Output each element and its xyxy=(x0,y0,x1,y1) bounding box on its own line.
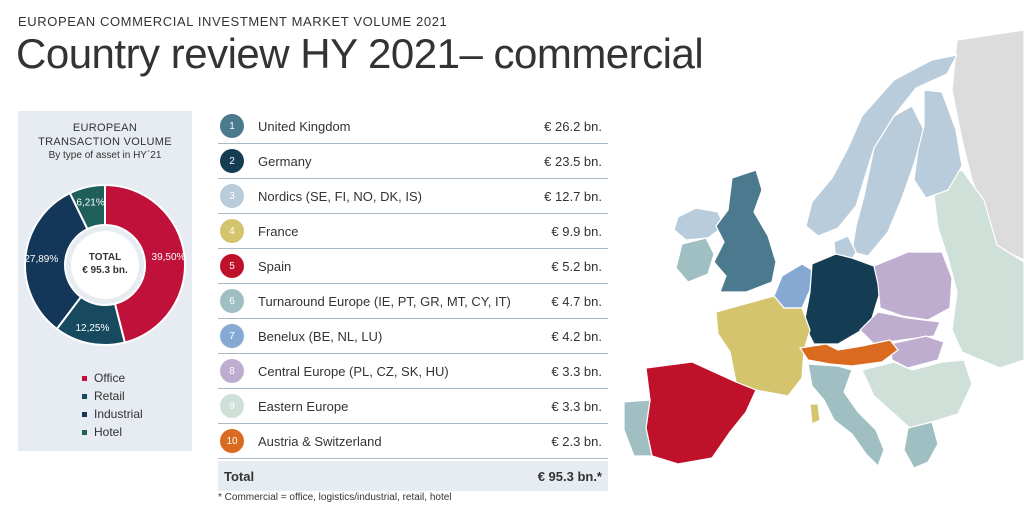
map-region-benelux xyxy=(773,263,813,309)
map-region-portugal xyxy=(623,399,653,457)
donut-data-label: 27,89% xyxy=(24,254,58,265)
rank-badge: 2 xyxy=(220,149,244,173)
rank-badge: 9 xyxy=(220,394,244,418)
donut-hole xyxy=(71,231,139,299)
total-label: Total xyxy=(224,468,255,484)
table-row: 1 United Kingdom € 26.2 bn. xyxy=(218,109,608,144)
map-region-baltics-east xyxy=(931,169,1024,369)
table-row: 3 Nordics (SE, FI, NO, DK, IS) € 12.7 bn. xyxy=(218,179,608,214)
rank-badge: 3 xyxy=(220,184,244,208)
total-row: Total € 95.3 bn.* xyxy=(218,461,608,491)
donut-center-value: € 95.3 bn. xyxy=(82,265,128,276)
legend-swatch xyxy=(82,429,87,435)
footnote: * Commercial = office, logistics/industr… xyxy=(218,492,452,503)
donut-data-label: 6,21% xyxy=(76,198,104,209)
table-row: 6 Turnaround Europe (IE, PT, GR, MT, CY, … xyxy=(218,284,608,319)
country-name: Turnaround Europe (IE, PT, GR, MT, CY, I… xyxy=(258,293,511,309)
legend-label: Hotel xyxy=(94,425,123,439)
total-value: € 95.3 bn.* xyxy=(537,468,602,484)
legend-swatch xyxy=(82,393,87,399)
donut-data-label: 39,50% xyxy=(152,252,186,263)
country-name: France xyxy=(258,223,299,239)
donut-slice-industrial xyxy=(24,191,89,331)
country-name: Nordics (SE, FI, NO, DK, IS) xyxy=(258,188,422,204)
donut-legend: Office Retail Industrial Hotel xyxy=(82,369,143,441)
legend-item: Retail xyxy=(82,387,143,405)
table-row: 10 Austria & Switzerland € 2.3 bn. xyxy=(218,424,608,459)
map-region-balkans xyxy=(861,359,973,431)
page-title: Country review HY 2021– commercial xyxy=(16,30,704,77)
rank-badge: 7 xyxy=(220,324,244,348)
legend-swatch xyxy=(82,411,87,417)
country-name: United Kingdom xyxy=(258,118,351,134)
country-name: Central Europe (PL, CZ, SK, HU) xyxy=(258,363,449,379)
table-row: 4 France € 9.9 bn. xyxy=(218,214,608,249)
rank-badge: 8 xyxy=(220,359,244,383)
map-region-sardinia xyxy=(809,403,821,425)
donut-data-label: 12,25% xyxy=(75,323,109,334)
map-region-france xyxy=(715,295,811,397)
legend-label: Industrial xyxy=(94,407,143,421)
country-value: € 12.7 bn. xyxy=(544,188,602,204)
map-region-italy xyxy=(807,363,885,468)
table-row: 7 Benelux (BE, NL, LU) € 4.2 bn. xyxy=(218,319,608,354)
map-region-norway xyxy=(805,54,959,237)
country-value: € 9.9 bn. xyxy=(551,223,602,239)
rank-badge: 10 xyxy=(220,429,244,453)
legend-swatch xyxy=(82,375,87,381)
country-value: € 2.3 bn. xyxy=(551,433,602,449)
overline-title: EUROPEAN COMMERCIAL INVESTMENT MARKET VO… xyxy=(18,14,448,29)
rank-badge: 6 xyxy=(220,289,244,313)
map-region-austria-switzerland xyxy=(798,339,899,367)
table-row: 2 Germany € 23.5 bn. xyxy=(218,144,608,179)
country-value: € 26.2 bn. xyxy=(544,118,602,134)
legend-item: Hotel xyxy=(82,423,143,441)
country-value: € 23.5 bn. xyxy=(544,153,602,169)
rank-badge: 5 xyxy=(220,254,244,278)
map-region-sweden xyxy=(851,105,925,257)
europe-map xyxy=(623,30,1024,469)
donut-slice-office xyxy=(104,183,186,344)
legend-label: Office xyxy=(94,371,126,385)
country-value: € 4.2 bn. xyxy=(551,328,602,344)
donut-card: EUROPEAN TRANSACTION VOLUME By type of a… xyxy=(18,111,192,451)
map-region-iceland xyxy=(673,207,725,241)
map-region-hungary xyxy=(889,335,945,369)
country-name: Spain xyxy=(258,258,292,274)
rank-badge: 1 xyxy=(220,114,244,138)
map-region-greece xyxy=(903,421,939,469)
country-name: Germany xyxy=(258,153,312,169)
country-name: Eastern Europe xyxy=(258,398,349,414)
legend-item: Office xyxy=(82,369,143,387)
country-value: € 5.2 bn. xyxy=(551,258,602,274)
donut-slice-hotel xyxy=(68,183,106,231)
card-heading-line2: TRANSACTION VOLUME xyxy=(38,136,172,148)
map-region-poland xyxy=(873,251,953,321)
legend-item: Industrial xyxy=(82,405,143,423)
rank-badge: 4 xyxy=(220,219,244,243)
country-value: € 3.3 bn. xyxy=(551,363,602,379)
country-value: € 4.7 bn. xyxy=(551,293,602,309)
table-row: 8 Central Europe (PL, CZ, SK, HU) € 3.3 bn… xyxy=(218,354,608,389)
map-region-ireland xyxy=(675,237,715,283)
donut-chart: 39,50% 12,25% 27,89% 6,21% TOTAL € 95.3 bn. xyxy=(24,183,186,346)
table-row: 5 Spain € 5.2 bn. xyxy=(218,249,608,284)
country-name: Austria & Switzerland xyxy=(258,433,382,449)
country-table: 1 United Kingdom € 26.2 bn. 2 Germany € 23.5 … xyxy=(218,109,608,491)
country-name: Benelux (BE, NL, LU) xyxy=(258,328,383,344)
card-subheading: By type of asset in HY`21 xyxy=(48,150,162,161)
legend-label: Retail xyxy=(94,389,125,403)
table-row: 9 Eastern Europe € 3.3 bn. xyxy=(218,389,608,424)
country-value: € 3.3 bn. xyxy=(551,398,602,414)
map-region-finland xyxy=(913,89,963,199)
card-heading-line1: EUROPEAN xyxy=(72,122,138,134)
map-region-uk xyxy=(713,169,777,293)
donut-center-total: TOTAL xyxy=(89,252,121,263)
